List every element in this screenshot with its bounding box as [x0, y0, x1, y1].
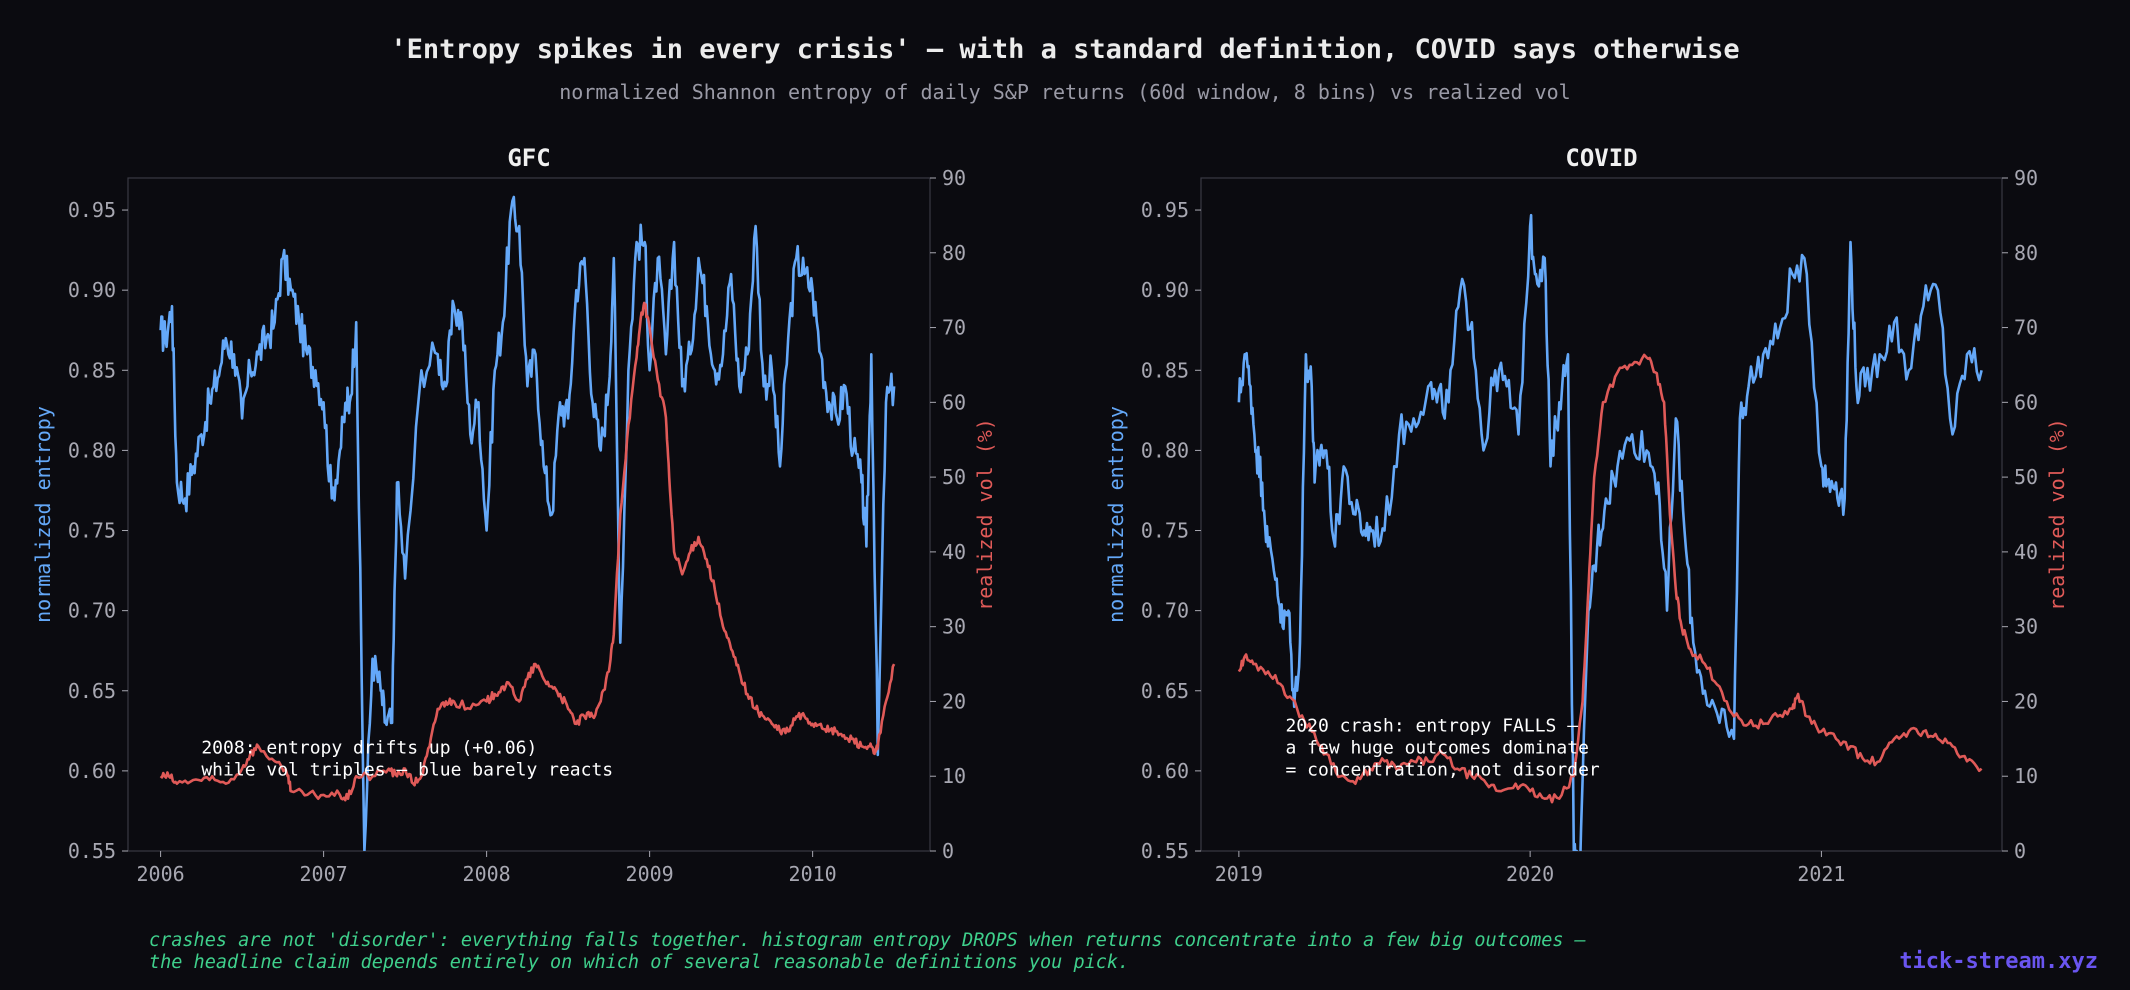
y2-axis-label: realized vol (%): [2045, 418, 2069, 611]
y-tick-label: 0.90: [68, 278, 116, 302]
x-tick-label: 2021: [1797, 862, 1845, 886]
y2-tick-label: 0: [942, 839, 954, 863]
footnote-line-2: the headline claim depends entirely on w…: [149, 952, 1130, 973]
y-tick-label: 0.65: [68, 679, 116, 703]
annotation-line: = concentration, not disorder: [1285, 759, 1599, 780]
y-axis-label: normalized entropy: [31, 406, 55, 623]
x-tick-label: 2006: [137, 862, 185, 886]
y2-tick-label: 90: [942, 166, 966, 190]
y-tick-label: 0.80: [68, 438, 116, 462]
entropy-series-line: [159, 195, 896, 851]
x-tick-label: 2007: [300, 862, 348, 886]
plot-frame: [1200, 177, 2003, 852]
y2-tick-label: 80: [942, 241, 966, 265]
brand-link[interactable]: tick-stream.xyz: [1899, 949, 2098, 974]
y2-tick-label: 50: [942, 465, 966, 489]
y-tick-label: 0.70: [1141, 599, 1189, 623]
footnote-line-1: crashes are not 'disorder': everything f…: [149, 930, 1586, 951]
y2-tick-label: 30: [942, 615, 966, 639]
panel-title: COVID: [1565, 144, 1637, 172]
y-tick-label: 0.65: [1141, 679, 1189, 703]
y-tick-label: 0.85: [68, 358, 116, 382]
y-axis-label: normalized entropy: [1104, 406, 1128, 623]
entropy-series-line: [1237, 213, 1983, 851]
chart-panel-gfc: GFC 0.55 0.60 0.65 0.70 0.75 0.80 0.85 0.90 0.95 0…: [31, 144, 997, 886]
y-tick-label: 0.70: [68, 599, 116, 623]
vol-series-line: [1237, 353, 1983, 804]
y-tick-label: 0.95: [68, 198, 116, 222]
y2-tick-label: 10: [942, 764, 966, 788]
y2-tick-label: 40: [942, 540, 966, 564]
y2-tick-label: 50: [2014, 465, 2038, 489]
y-tick-label: 0.60: [68, 759, 116, 783]
x-tick-label: 2020: [1506, 862, 1554, 886]
y-tick-label: 0.60: [1141, 759, 1189, 783]
annotation-line: 2020 crash: entropy FALLS —: [1285, 715, 1578, 736]
annotation-line: a few huge outcomes dominate: [1285, 737, 1588, 758]
y-tick-label: 0.95: [1141, 198, 1189, 222]
y-tick-label: 0.55: [1141, 839, 1189, 863]
page-subtitle: normalized Shannon entropy of daily S&P …: [559, 80, 1571, 104]
vol-series-line: [159, 301, 896, 802]
footnote: crashes are not 'disorder': everything f…: [149, 930, 1586, 974]
y2-tick-label: 20: [942, 689, 966, 713]
x-tick-label: 2019: [1215, 862, 1263, 886]
y2-tick-label: 40: [2014, 540, 2038, 564]
y-tick-label: 0.75: [1141, 519, 1189, 543]
y2-tick-label: 0: [2014, 839, 2026, 863]
y2-tick-label: 60: [2014, 390, 2038, 414]
y-tick-label: 0.75: [68, 519, 116, 543]
y-tick-label: 0.85: [1141, 358, 1189, 382]
x-tick-label: 2009: [626, 862, 674, 886]
x-tick-label: 2008: [463, 862, 511, 886]
y2-tick-label: 70: [2014, 316, 2038, 340]
y2-tick-label: 20: [2014, 689, 2038, 713]
y2-tick-label: 10: [2014, 764, 2038, 788]
y2-tick-label: 60: [942, 390, 966, 414]
annotation-line: while vol triples — blue barely reacts: [201, 759, 613, 780]
plot-frame: [127, 177, 931, 852]
y2-tick-label: 90: [2014, 166, 2038, 190]
y2-tick-label: 70: [942, 316, 966, 340]
y-tick-label: 0.55: [68, 839, 116, 863]
y2-axis-label: realized vol (%): [973, 418, 997, 611]
y2-tick-label: 80: [2014, 241, 2038, 265]
y-tick-label: 0.80: [1141, 438, 1189, 462]
chart-panel-covid: COVID 0.55 0.60 0.65 0.70 0.75 0.80 0.85 0.90 0.9…: [1104, 144, 2069, 886]
y-tick-label: 0.90: [1141, 278, 1189, 302]
y2-tick-label: 30: [2014, 615, 2038, 639]
page-title: 'Entropy spikes in every crisis' — with …: [390, 34, 1740, 65]
panel-title: GFC: [507, 144, 550, 172]
x-tick-label: 2010: [789, 862, 837, 886]
annotation-line: 2008: entropy drifts up (+0.06): [201, 737, 537, 758]
